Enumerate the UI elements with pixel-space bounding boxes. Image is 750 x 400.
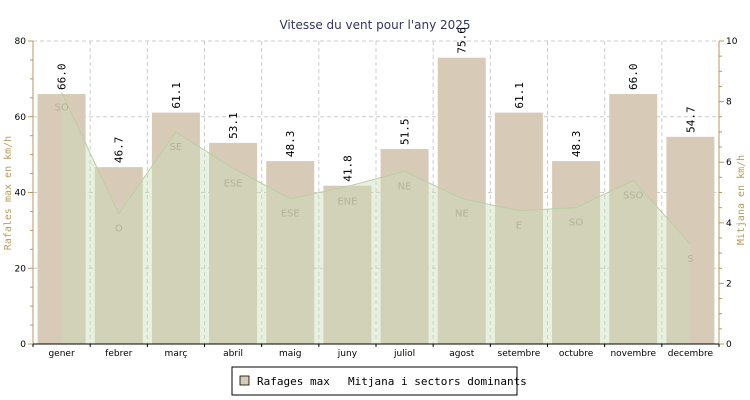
bar	[666, 136, 715, 344]
bar-value-label: 48.3	[570, 131, 583, 158]
sector-label: NE	[455, 209, 469, 220]
bar-value-label: 48.3	[284, 131, 297, 158]
y-tick-label: 80	[15, 37, 27, 47]
x-tick-label: març	[165, 349, 188, 359]
area-series	[61, 92, 691, 344]
area-fill	[61, 92, 691, 344]
bar	[94, 167, 143, 344]
bar-value-label: 61.1	[170, 82, 183, 109]
y-tick-label: 60	[15, 113, 27, 123]
sector-label: ESE	[224, 178, 243, 189]
bar-value-label: 61.1	[513, 82, 526, 109]
y-right-tick-label: 0	[726, 340, 732, 350]
bar	[552, 161, 601, 344]
y-right-tick-label: 2	[726, 279, 732, 289]
sector-label: NE	[398, 181, 412, 192]
bar	[494, 112, 543, 345]
legend: Rafages max Mitjana i sectors dominants	[231, 366, 527, 396]
bar	[151, 112, 200, 345]
grid-lines	[33, 40, 719, 344]
x-tick-label: decembre	[668, 349, 714, 359]
y-right-tick-label: 4	[726, 219, 732, 229]
y-right-tick-labels: 0 2 4 6 8 10	[726, 37, 738, 350]
bar-value-label: 54.7	[684, 106, 697, 133]
sector-label: SO	[569, 218, 583, 229]
area-line	[61, 92, 691, 245]
x-tick-label: maig	[279, 349, 302, 359]
bar	[437, 57, 486, 344]
legend-label-bars: Rafages max	[257, 375, 330, 388]
sector-label: SE	[170, 142, 183, 153]
x-tick-label: febrer	[105, 349, 132, 359]
bar-value-label: 46.7	[113, 137, 126, 164]
y-tick-label: 40	[15, 189, 27, 199]
bar-value-label: 66.0	[56, 64, 69, 91]
y-right-tick-label: 6	[726, 158, 732, 168]
bar-value-labels: 66.0 46.7 61.1 53.1 48.3 41.8 51.5 75.6 61.1 48.3…	[56, 27, 698, 182]
bar-series	[37, 57, 715, 345]
axes	[28, 40, 724, 347]
y-axis-label: Rafales max en km/h	[3, 136, 14, 250]
sector-label: SO	[54, 103, 68, 114]
sector-label: E	[516, 221, 522, 232]
x-tick-label: octubre	[559, 349, 594, 359]
x-tick-label: gener	[48, 349, 74, 359]
y-right-tick-label: 10	[726, 37, 738, 47]
bar-value-label: 75.6	[456, 27, 469, 54]
bar	[380, 148, 429, 344]
legend-box	[231, 366, 518, 396]
x-tick-label: juny	[337, 349, 358, 359]
legend-swatch-bars	[239, 375, 250, 386]
sector-labels: SO O SE ESE ESE ENE NE NE E SO SSO S	[54, 103, 693, 266]
bar-value-label: 53.1	[227, 112, 240, 138]
sector-label: ESE	[281, 209, 300, 220]
x-tick-label: setembre	[498, 349, 541, 359]
sector-label: S	[687, 254, 693, 265]
x-tick-label: novembre	[610, 349, 656, 359]
x-tick-label: abril	[223, 349, 243, 359]
y-tick-label: 0	[20, 340, 26, 350]
y-tick-labels: 0 20 40 60 80	[15, 37, 27, 350]
y-right-tick-label: 8	[726, 98, 732, 108]
x-tick-label: agost	[449, 349, 474, 359]
sector-label: O	[115, 224, 123, 235]
bar	[37, 94, 86, 345]
bar-value-label: 51.5	[399, 118, 412, 145]
bar	[609, 94, 658, 345]
bar-value-label: 66.0	[627, 64, 640, 91]
sector-label: SSO	[623, 190, 644, 201]
bar	[323, 185, 372, 344]
legend-label-area: Mitjana i sectors dominants	[348, 375, 527, 388]
x-tick-labels: gener febrer març abril maig juny juliol agost s…	[48, 349, 713, 359]
bar	[266, 161, 315, 344]
y-right-axis-label: Mitjana en km/h	[736, 155, 747, 245]
bar-value-label: 41.8	[341, 155, 354, 182]
sector-label: ENE	[337, 196, 357, 207]
chart-title: Vitesse du vent pour l'any 2025	[279, 18, 470, 32]
y-tick-label: 20	[15, 264, 27, 274]
x-tick-label: juliol	[393, 349, 415, 359]
